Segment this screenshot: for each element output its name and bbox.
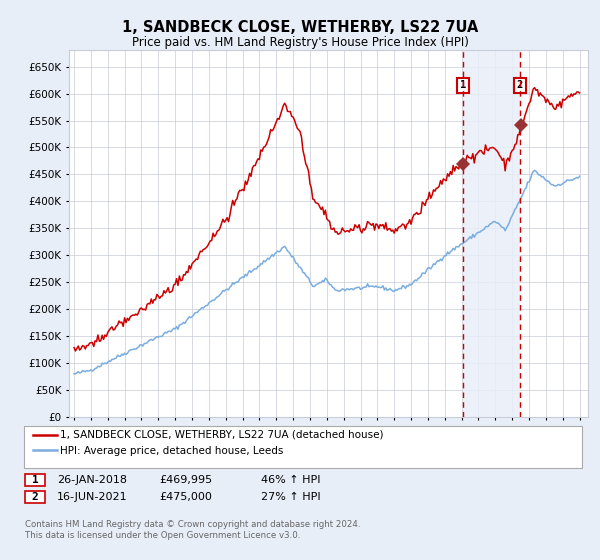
Text: £469,995: £469,995 bbox=[159, 475, 212, 485]
Text: 2: 2 bbox=[517, 80, 523, 90]
Text: 46% ↑ HPI: 46% ↑ HPI bbox=[261, 475, 320, 485]
Text: Contains HM Land Registry data © Crown copyright and database right 2024.
This d: Contains HM Land Registry data © Crown c… bbox=[25, 520, 361, 540]
Text: 26-JAN-2018: 26-JAN-2018 bbox=[57, 475, 127, 485]
Text: £475,000: £475,000 bbox=[159, 492, 212, 502]
Text: 1: 1 bbox=[32, 475, 38, 485]
Text: 1, SANDBECK CLOSE, WETHERBY, LS22 7UA: 1, SANDBECK CLOSE, WETHERBY, LS22 7UA bbox=[122, 20, 478, 35]
Text: Price paid vs. HM Land Registry's House Price Index (HPI): Price paid vs. HM Land Registry's House … bbox=[131, 36, 469, 49]
Bar bbox=[463, 50, 520, 417]
Text: HPI: Average price, detached house, Leeds: HPI: Average price, detached house, Leed… bbox=[60, 446, 283, 455]
Text: 2: 2 bbox=[32, 492, 38, 502]
Text: 27% ↑ HPI: 27% ↑ HPI bbox=[261, 492, 320, 502]
Text: 16-JUN-2021: 16-JUN-2021 bbox=[57, 492, 128, 502]
Text: 1, SANDBECK CLOSE, WETHERBY, LS22 7UA (detached house): 1, SANDBECK CLOSE, WETHERBY, LS22 7UA (d… bbox=[60, 430, 383, 440]
Text: 1: 1 bbox=[460, 80, 466, 90]
